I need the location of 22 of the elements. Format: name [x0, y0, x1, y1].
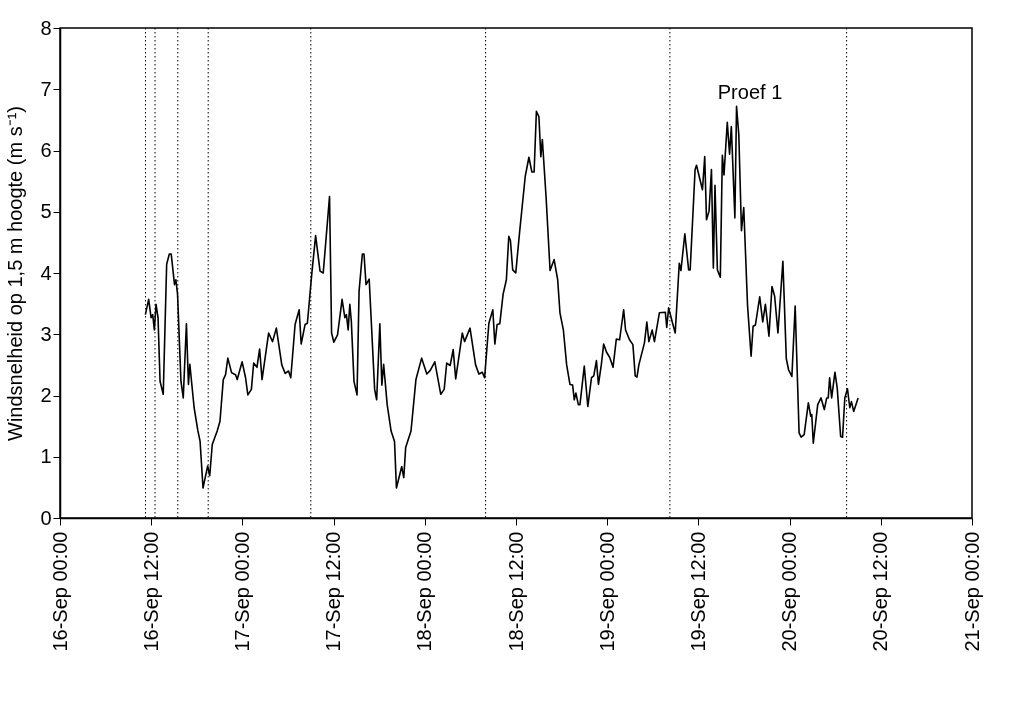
- y-tick-label: 8: [40, 16, 52, 39]
- x-tick-label: 16-Sep 12:00: [139, 531, 162, 652]
- y-tick-label: 7: [40, 77, 52, 100]
- x-tick-label: 20-Sep 12:00: [869, 531, 892, 652]
- x-tick-label: 18-Sep 12:00: [504, 531, 527, 652]
- x-tick-label: 17-Sep 00:00: [230, 531, 253, 652]
- x-tick-label: 20-Sep 00:00: [778, 531, 801, 652]
- x-tick-label: 21-Sep 00:00: [960, 531, 983, 652]
- y-tick-label: 1: [40, 445, 52, 468]
- annotation: Proef 1: [717, 81, 783, 103]
- y-tick-label: 0: [40, 506, 52, 529]
- y-axis-title: Windsnelheid op 1,5 m hoogte (m s⁻¹): [4, 106, 27, 441]
- x-tick-label: 17-Sep 12:00: [322, 531, 345, 652]
- y-tick-label: 5: [40, 200, 52, 223]
- x-tick-label: 19-Sep 00:00: [595, 531, 618, 652]
- y-tick-label: 2: [40, 384, 52, 406]
- x-tick-label: 16-Sep 00:00: [48, 531, 71, 652]
- y-tick-label: 4: [40, 261, 52, 284]
- y-tick-label: 6: [40, 139, 52, 161]
- x-tick-label: 19-Sep 12:00: [686, 531, 709, 652]
- x-tick-label: 18-Sep 00:00: [413, 531, 436, 652]
- y-tick-label: 3: [40, 322, 52, 345]
